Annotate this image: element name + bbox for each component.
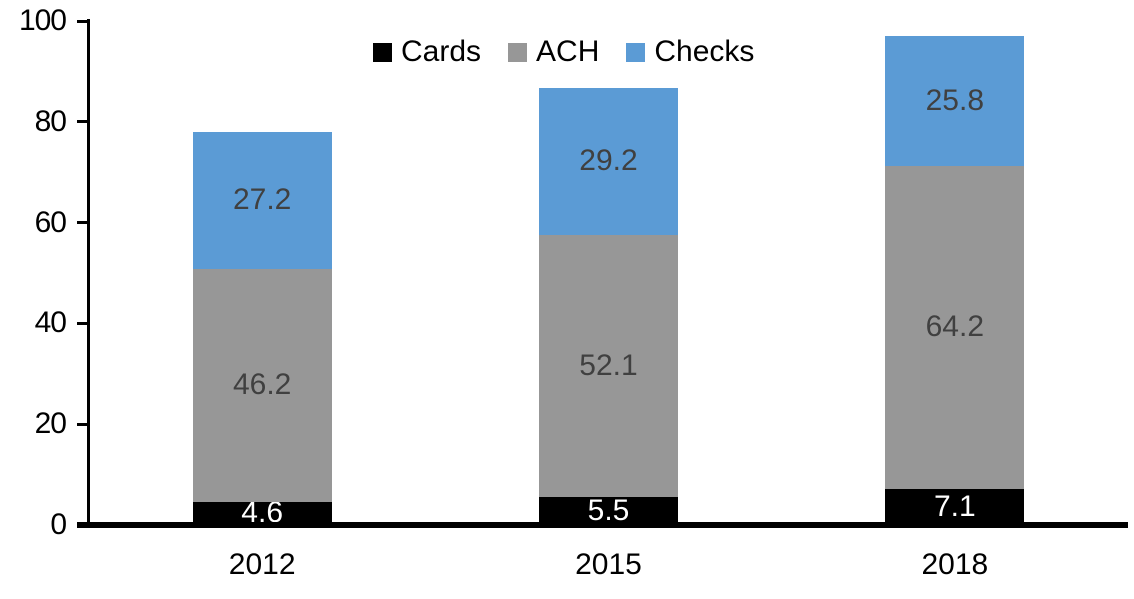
- x-axis-category-label: 2012: [228, 548, 296, 581]
- bar-value-label: 25.8: [925, 83, 985, 117]
- bar-segment-checks-2015: 29.2: [539, 87, 678, 235]
- bar-segment-checks-2012: 27.2: [192, 131, 332, 269]
- y-axis-tick-label: 80: [34, 104, 67, 138]
- legend-item-cards: Cards: [373, 37, 481, 67]
- y-axis-tick-label: 40: [34, 306, 67, 340]
- bar-segment-ach-2015: 52.1: [539, 234, 678, 498]
- y-axis-line: [87, 19, 90, 528]
- y-axis-tick-label: 60: [34, 205, 67, 239]
- y-axis-tick: [77, 120, 87, 124]
- x-axis-category-label: 2015: [575, 548, 642, 581]
- y-axis-tick-label: 20: [34, 407, 67, 441]
- bar-segment-cards-2015: 5.5: [539, 494, 678, 528]
- legend: Cards ACH Checks: [373, 34, 754, 70]
- bar-value-label: 64.2: [925, 310, 985, 344]
- bar-value-label: 52.1: [579, 348, 638, 382]
- bar-value-label: 46.2: [232, 368, 292, 402]
- bar-value-label: 27.2: [232, 183, 292, 217]
- legend-item-ach: ACH: [508, 37, 599, 67]
- legend-label-checks: Checks: [654, 35, 755, 68]
- legend-swatch-ach-icon: [508, 42, 528, 62]
- y-axis-tick-label: 100: [18, 4, 67, 37]
- y-axis-tick: [77, 19, 87, 23]
- legend-item-checks: Checks: [626, 37, 754, 67]
- y-axis-tick: [77, 321, 87, 325]
- legend-label-ach: ACH: [536, 35, 600, 68]
- bar-segment-ach-2018: 64.2: [885, 165, 1025, 490]
- x-axis-line: [77, 522, 1128, 528]
- bar-segment-checks-2018: 25.8: [885, 35, 1025, 166]
- bar-segment-cards-2018: 7.1: [885, 489, 1025, 525]
- legend-label-cards: Cards: [401, 35, 482, 68]
- bar-value-label: 5.5: [587, 494, 630, 528]
- legend-swatch-cards-icon: [373, 42, 392, 62]
- x-axis-category-label: 2018: [921, 548, 989, 581]
- y-axis-tick: [77, 422, 87, 426]
- bar-segment-ach-2012: 46.2: [192, 268, 332, 502]
- y-axis-tick-label: 0: [50, 508, 67, 541]
- legend-swatch-checks-icon: [626, 42, 646, 62]
- bar-value-label: 29.2: [579, 144, 638, 178]
- y-axis-tick: [77, 221, 87, 225]
- bar-value-label: 7.1: [933, 490, 976, 524]
